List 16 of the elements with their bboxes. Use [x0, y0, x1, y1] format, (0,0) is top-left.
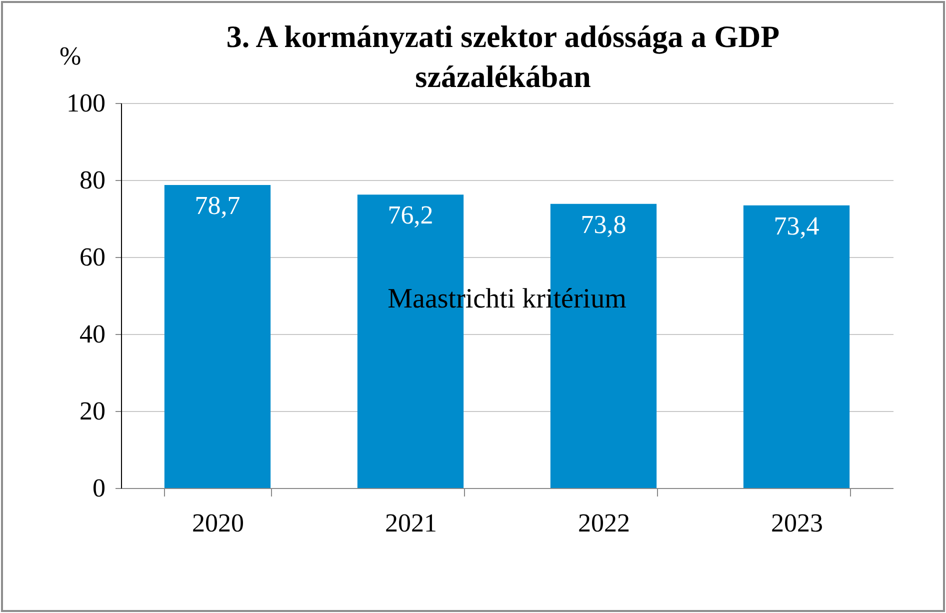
y-tick-label: 20 — [80, 396, 106, 426]
y-axis-title: % — [60, 42, 82, 70]
y-tick-label: 100 — [66, 88, 106, 118]
y-tick-label: 40 — [80, 320, 106, 348]
chart-title: 3. A kormányzati szektor adóssága a GDP százalékában — [225, 18, 781, 96]
x-tick-label: 2021 — [385, 508, 437, 538]
y-tick-label: 0 — [92, 474, 106, 502]
x-tick-label: 2023 — [771, 508, 823, 538]
y-tick-label: 80 — [80, 166, 106, 194]
x-tick-label: 2022 — [578, 508, 630, 538]
data-label: 78,7 — [194, 191, 240, 220]
y-tick-label: 60 — [80, 242, 106, 272]
data-label: 76,2 — [388, 200, 434, 230]
x-tick-label: 2020 — [192, 508, 244, 538]
data-label: 73,4 — [774, 211, 820, 240]
data-label: 73,8 — [580, 210, 626, 239]
